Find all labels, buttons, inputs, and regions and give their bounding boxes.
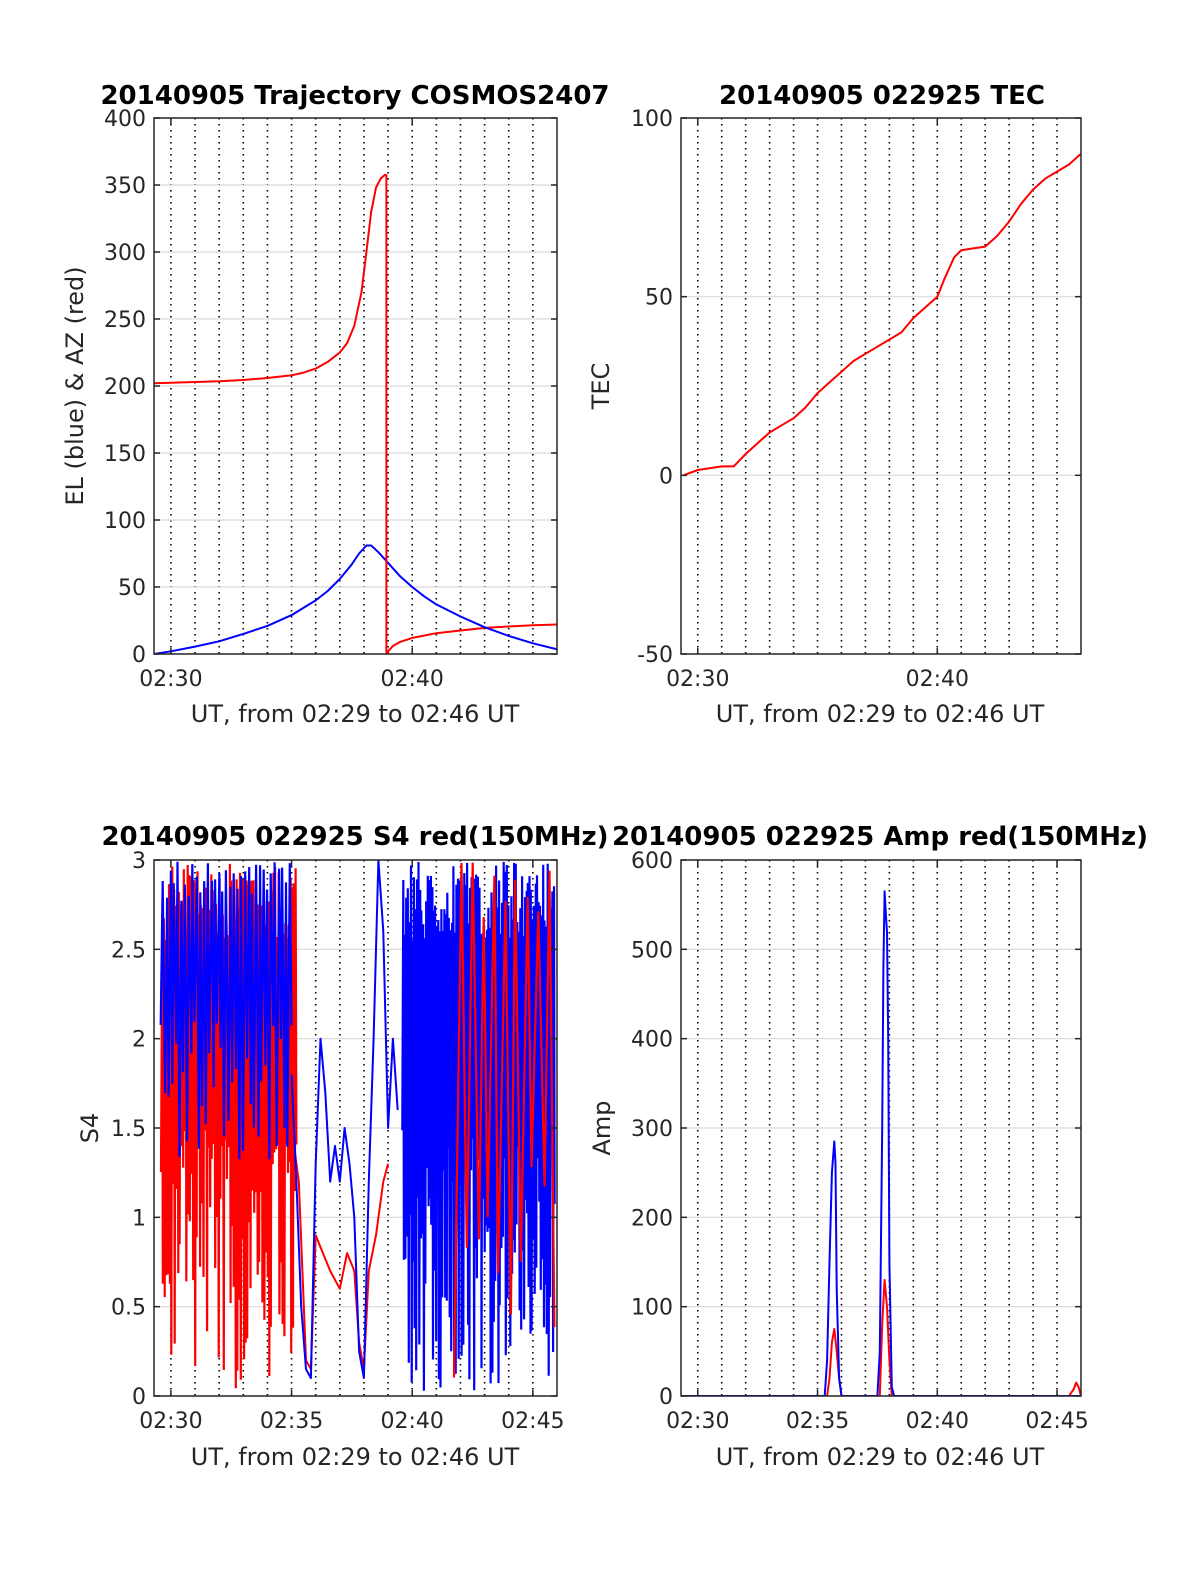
amp-ytick-label: 200	[631, 1206, 673, 1231]
tec-data-layer	[683, 152, 1081, 477]
tec-ytick-label: 0	[659, 464, 673, 489]
s4-xtick-label: 02:30	[139, 1409, 202, 1434]
s4-noise-band	[159, 861, 293, 1160]
amp-ytick-label: 600	[631, 849, 673, 874]
trajectory-ylabel: EL (blue) & AZ (red)	[61, 266, 89, 505]
s4-ytick-label: 0	[132, 1385, 146, 1410]
tec-ytick-label: -50	[637, 643, 673, 668]
amp-ytick-label: 0	[659, 1385, 673, 1410]
amp-xlabel: UT, from 02:29 to 02:46 UT	[716, 1443, 1045, 1471]
trajectory-ytick-label: 0	[132, 643, 146, 668]
trajectory-title: 20140905 Trajectory COSMOS2407	[100, 81, 609, 111]
s4-ytick-label: 3	[132, 849, 146, 874]
trajectory-xtick-label: 02:40	[381, 667, 444, 692]
trajectory-series-line	[385, 623, 557, 654]
s4-xtick-label: 02:35	[260, 1409, 323, 1434]
tec-xtick-label: 02:30	[666, 667, 729, 692]
s4-xtick-label: 02:40	[381, 1409, 444, 1434]
s4-ytick-label: 2	[132, 1028, 146, 1053]
s4-xtick-label: 02:45	[501, 1409, 564, 1434]
amp-ytick-label: 100	[631, 1296, 673, 1321]
tec-ytick-label: 100	[631, 107, 673, 132]
amp-title: 20140905 022925 Amp red(150MHz)	[612, 822, 1148, 852]
tec-plot-area: -50 0 50 100 02:30 02:40	[631, 107, 1082, 692]
trajectory-ytick-label: 400	[104, 107, 146, 132]
amp-xtick-label: 02:40	[906, 1409, 969, 1434]
tec-title: 20140905 022925 TEC	[719, 81, 1045, 111]
s4-ylabel: S4	[76, 1113, 104, 1144]
s4-title: 20140905 022925 S4 red(150MHz)	[101, 822, 608, 852]
s4-plot-area: 0 0.5 1 1.5 2 2.5 3 02:30 02:35 02:40 02:45	[111, 849, 565, 1434]
trajectory-xlabel: UT, from 02:29 to 02:46 UT	[191, 700, 520, 728]
amp-xtick-label: 02:45	[1025, 1409, 1088, 1434]
trajectory-series-line	[154, 173, 387, 385]
s4-series-line	[290, 1127, 390, 1371]
amp-data-layer	[681, 890, 1081, 1396]
tec-ytick-label: 50	[645, 286, 673, 311]
trajectory-ytick-label: 300	[104, 241, 146, 266]
s4-xlabel: UT, from 02:29 to 02:46 UT	[191, 1443, 520, 1471]
s4-ytick-label: 0.5	[111, 1296, 146, 1321]
trajectory-ytick-label: 50	[118, 576, 146, 601]
tec-axes-box	[680, 117, 1082, 655]
trajectory-ytick-label: 100	[104, 509, 146, 534]
s4-noise-band	[452, 862, 556, 1378]
amp-series-line	[681, 1278, 1081, 1396]
s4-data-layer	[159, 860, 556, 1391]
amp-series-line	[681, 890, 1081, 1396]
s4-ytick-label: 2.5	[111, 938, 146, 963]
amp-ytick-label: 500	[631, 938, 673, 963]
panel-s4: 0 0.5 1 1.5 2 2.5 3 02:30 02:35 02:40 02:45 201409…	[76, 822, 609, 1471]
panel-trajectory: 0 50 100 150 200 250 300 350 400 02:30 02:40 20140…	[61, 81, 610, 728]
trajectory-plot-area: 0 50 100 150 200 250 300 350 400 02:30 02:40	[104, 107, 558, 692]
trajectory-ytick-label: 200	[104, 375, 146, 400]
tec-xlabel: UT, from 02:29 to 02:46 UT	[716, 700, 1045, 728]
amp-ytick-label: 400	[631, 1028, 673, 1053]
s4-ytick-label: 1.5	[111, 1117, 146, 1142]
tec-xtick-label: 02:40	[906, 667, 969, 692]
trajectory-series-line	[154, 544, 557, 654]
trajectory-data-layer	[154, 173, 557, 654]
trajectory-ytick-label: 350	[104, 174, 146, 199]
amp-ylabel: Amp	[588, 1100, 616, 1155]
amp-xtick-label: 02:35	[786, 1409, 849, 1434]
amp-xtick-label: 02:30	[666, 1409, 729, 1434]
s4-ytick-label: 1	[132, 1206, 146, 1231]
trajectory-xtick-label: 02:30	[139, 667, 202, 692]
amp-plot-area: 0 100 200 300 400 500 600 02:30 02:35 02:40 02:45	[631, 849, 1089, 1434]
s4-series-line	[290, 860, 399, 1380]
amp-ytick-label: 300	[631, 1117, 673, 1142]
trajectory-ytick-label: 150	[104, 442, 146, 467]
tec-series-line	[683, 152, 1081, 477]
tec-ylabel: TEC	[587, 363, 615, 411]
trajectory-ytick-label: 250	[104, 308, 146, 333]
